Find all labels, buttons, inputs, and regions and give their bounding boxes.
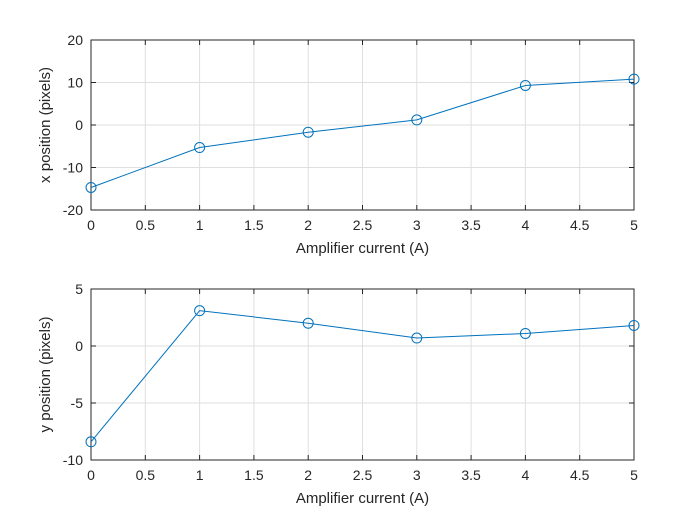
- y-position-subplot: 0 0.5 1 1.5 2 2.5 3 3.5 4 4.5 5 -10 -5 0 5 Amplifier cu…: [37, 281, 640, 507]
- y-tick-label: 20: [67, 32, 83, 48]
- data-point-marker: [519, 327, 531, 339]
- y-tick-label: -5: [71, 395, 84, 411]
- x-tick-label: 4: [522, 467, 530, 483]
- x-axis-label: Amplifier current (A): [296, 240, 429, 257]
- data-point-marker: [85, 181, 97, 193]
- y-axis-label: y position (pixels): [37, 317, 54, 433]
- y-tick-label: -10: [63, 452, 83, 468]
- x-tick-label: 2: [304, 467, 312, 483]
- x-tick-label: 2.5: [353, 217, 373, 233]
- y-tick-label: -20: [63, 202, 83, 218]
- x-tick-label: 1: [196, 217, 204, 233]
- x-tick-label: 4.5: [570, 467, 590, 483]
- data-point-marker: [411, 332, 423, 344]
- x-position-subplot: 0 0.5 1 1.5 2 2.5 3 3.5 4 4.5 5 -20 -10 0 10 20 Amplifie…: [37, 32, 640, 257]
- x-tick-label: 3: [413, 217, 421, 233]
- data-point-marker: [302, 126, 314, 138]
- series-line: [90, 78, 635, 188]
- series-line: [90, 310, 635, 443]
- y-tick-label: 5: [75, 281, 83, 297]
- x-tick-label: 2.5: [353, 467, 373, 483]
- x-tick-label: 0.5: [136, 217, 156, 233]
- x-axis-label: Amplifier current (A): [296, 490, 429, 507]
- x-tick-label: 3.5: [461, 217, 481, 233]
- data-point-marker: [194, 305, 206, 317]
- y-tick-label: 10: [67, 75, 83, 91]
- data-point-marker: [628, 319, 640, 331]
- y-tick-label: 0: [75, 338, 83, 354]
- x-tick-label: 1.5: [244, 467, 264, 483]
- x-tick-label: 1: [196, 467, 204, 483]
- x-tick-label: 5: [630, 467, 638, 483]
- data-point-marker: [519, 79, 531, 91]
- x-tick-label: 0: [87, 467, 95, 483]
- x-tick-label: 4: [522, 217, 530, 233]
- x-tick-label: 2: [304, 217, 312, 233]
- x-tick-label: 0: [87, 217, 95, 233]
- data-point-marker: [628, 73, 640, 85]
- x-tick-label: 3.5: [461, 467, 481, 483]
- data-point-marker: [411, 114, 423, 126]
- data-point-marker: [85, 436, 97, 448]
- y-tick-label: 0: [75, 117, 83, 133]
- x-tick-label: 1.5: [244, 217, 264, 233]
- data-point-marker: [302, 317, 314, 329]
- x-tick-label: 5: [630, 217, 638, 233]
- x-tick-label: 3: [413, 467, 421, 483]
- y-axis-label: x position (pixels): [37, 67, 54, 183]
- x-tick-label: 0.5: [136, 467, 156, 483]
- y-tick-label: -10: [63, 160, 83, 176]
- data-point-marker: [194, 142, 206, 154]
- x-tick-label: 4.5: [570, 217, 590, 233]
